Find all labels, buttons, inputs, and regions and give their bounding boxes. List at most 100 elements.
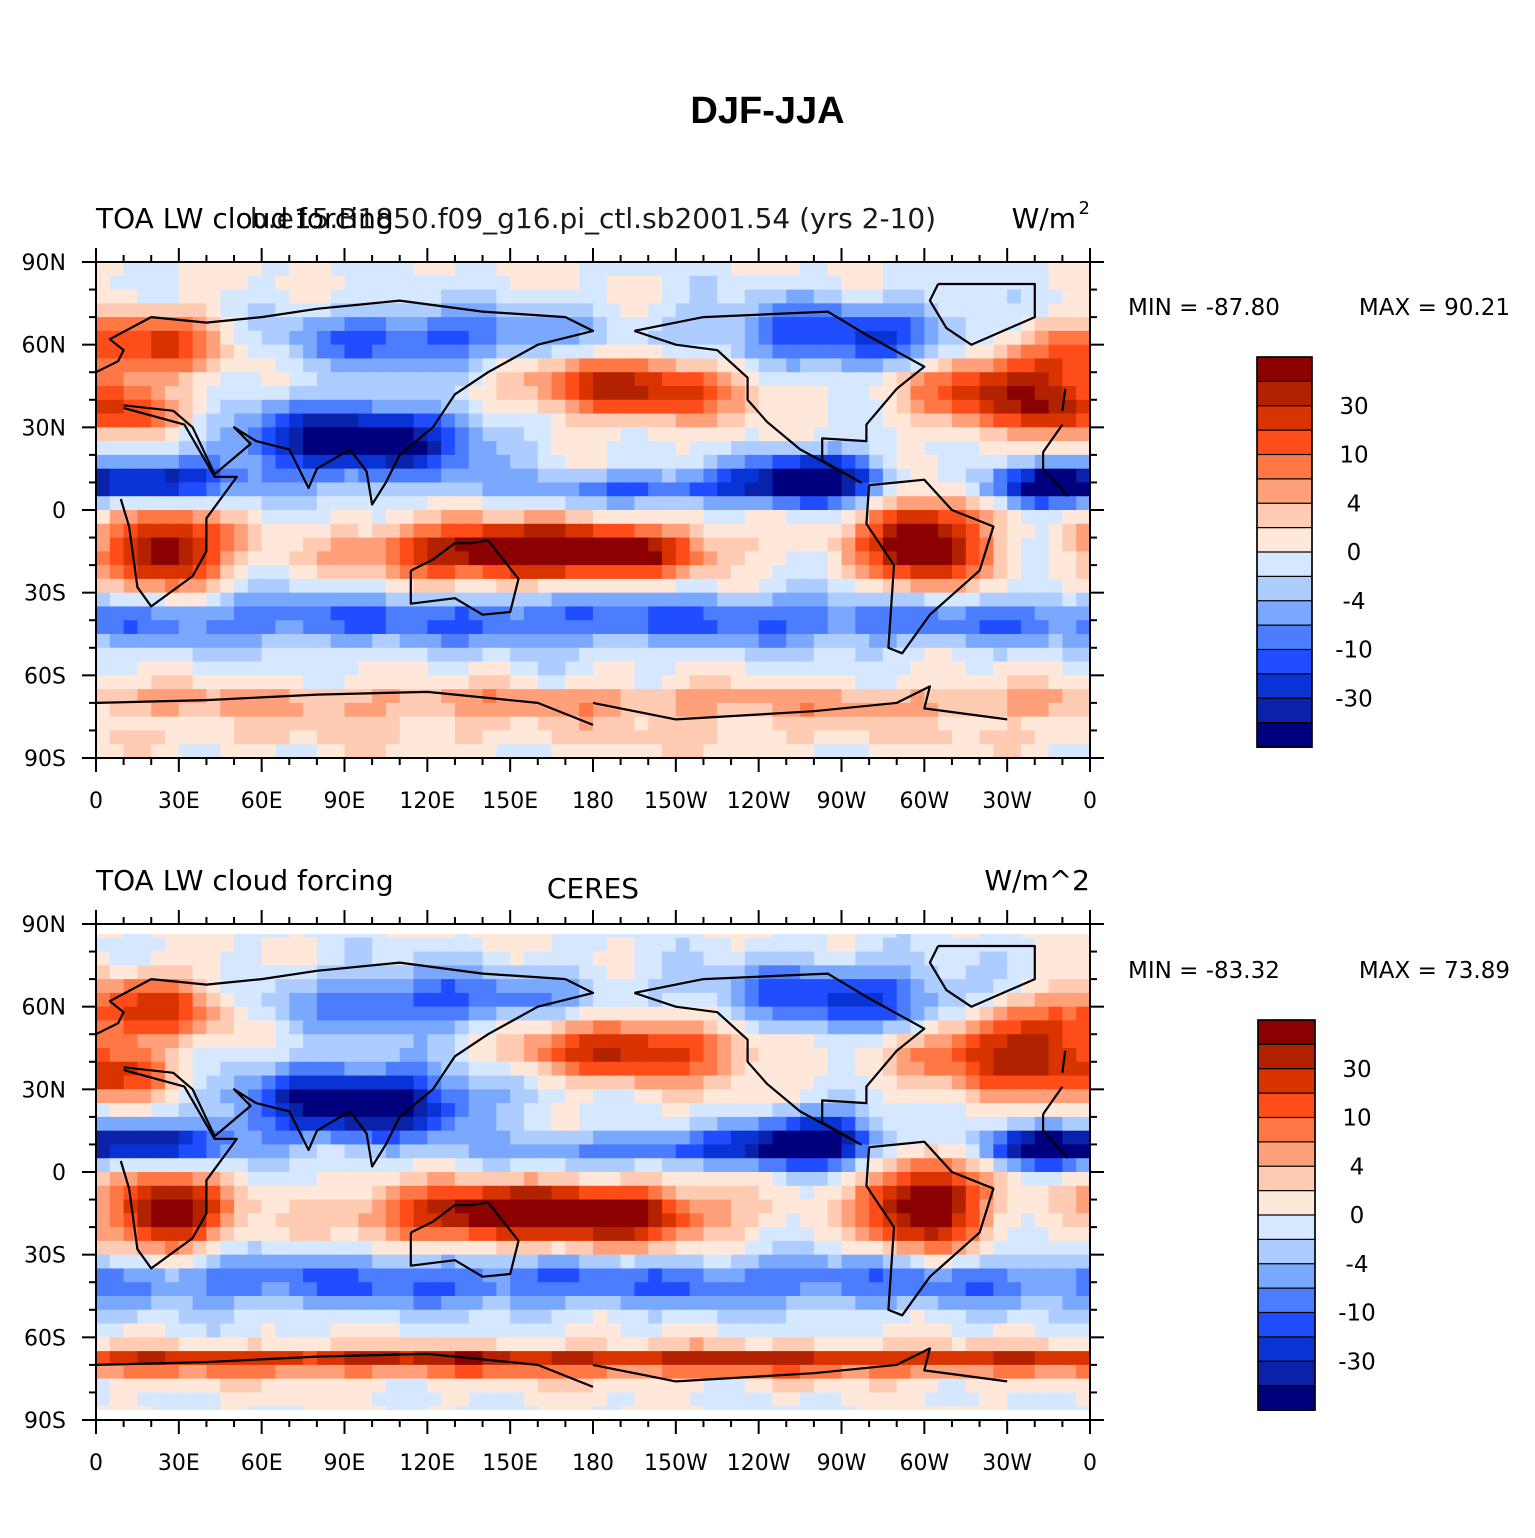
colorbar-frame — [1256, 356, 1313, 748]
coastlines — [95, 282, 1069, 726]
greenland-outline — [928, 282, 1036, 346]
eurasia-outline — [1061, 1050, 1067, 1073]
colorbar-swatch — [1257, 1068, 1316, 1095]
antarctica-outline — [592, 685, 1008, 721]
colorbar-swatch — [1257, 1116, 1316, 1143]
right-title-superscript: 2 — [1079, 198, 1090, 219]
map-field — [96, 262, 1091, 759]
min-label: MIN = -83.32 — [1128, 958, 1280, 984]
colorbar-swatch — [1256, 600, 1313, 627]
colorbar-swatch — [1256, 478, 1313, 505]
colorbar-label: 0 — [1347, 540, 1362, 566]
y-tick-label: 30S — [24, 1244, 66, 1269]
x-tick-label: 120E — [399, 789, 455, 814]
colorbar-swatch — [1256, 453, 1313, 480]
africa-outline — [119, 406, 238, 608]
y-tick-label: 30S — [24, 582, 66, 607]
colorbar-swatch — [1256, 356, 1313, 383]
y-tick-label: 60S — [24, 1326, 66, 1351]
tick-marks — [82, 248, 1104, 772]
colorbar-swatch — [1257, 1385, 1316, 1411]
colorbar-swatch — [1256, 502, 1313, 529]
eurasia-outline — [95, 961, 595, 1168]
x-tick-label: 30E — [158, 789, 200, 814]
north-america-outline — [634, 310, 926, 484]
x-tick-label: 0 — [89, 789, 103, 814]
eurasia-outline — [95, 299, 595, 506]
colorbar-swatch — [1256, 575, 1313, 602]
x-tick-label: 30W — [982, 1451, 1032, 1476]
x-tick-label: 0 — [89, 1451, 103, 1476]
colorbar-swatch — [1256, 624, 1313, 651]
colorbar-swatch — [1257, 1214, 1316, 1241]
center-title: b.e15.B1850.f09_g16.pi_ctl.sb2001.54 (yr… — [250, 202, 936, 235]
north-america-outline — [634, 972, 926, 1146]
colorbar-swatch — [1257, 1360, 1316, 1387]
x-tick-label: 150W — [644, 789, 708, 814]
colorbar: 30 10 4 0 -4 -10 -30 — [1257, 1019, 1376, 1411]
tick-marks — [82, 910, 1104, 1434]
africa-outline — [1042, 1085, 1064, 1115]
x-tick-label: 60E — [241, 1451, 283, 1476]
colorbar-label: -30 — [1335, 686, 1373, 712]
colorbar-label: 10 — [1342, 1106, 1371, 1132]
y-tick-label: 60N — [22, 334, 66, 359]
colorbar: 30 10 4 0 -4 -10 -30 — [1256, 356, 1373, 748]
x-tick-label: 90E — [324, 1451, 366, 1476]
colorbar-label: 30 — [1339, 394, 1368, 420]
x-tick-label: 30W — [982, 789, 1032, 814]
colorbar-label: 4 — [1347, 491, 1362, 517]
south-america-outline — [865, 1140, 995, 1317]
missing-data-north — [96, 924, 1090, 934]
colorbar-swatch — [1256, 673, 1313, 700]
colorbar-swatch — [1256, 405, 1313, 432]
colorbar-label: -10 — [1338, 1301, 1376, 1327]
missing-data-south — [96, 1410, 1090, 1420]
y-tick-label: 30N — [22, 1078, 66, 1103]
colorbar-swatch — [1257, 1238, 1316, 1265]
colorbar-swatch — [1257, 1092, 1316, 1119]
colorbar-label: 10 — [1339, 443, 1368, 469]
colorbar-swatch — [1256, 648, 1313, 675]
x-tick-label: 120W — [727, 789, 791, 814]
colorbar-swatch — [1257, 1336, 1316, 1363]
x-tick-label: 90W — [817, 789, 867, 814]
colorbar-frame — [1257, 1019, 1316, 1411]
max-label: MAX = 90.21 — [1359, 295, 1510, 321]
colorbar-label: -4 — [1343, 589, 1366, 615]
x-tick-label: 120E — [399, 1451, 455, 1476]
y-tick-label: 30N — [22, 416, 66, 441]
y-tick-label: 90N — [22, 251, 66, 276]
right-title: W/m^2 — [984, 864, 1090, 897]
x-tick-label: 60W — [899, 789, 949, 814]
left-title: TOA LW cloud forcing — [95, 864, 394, 897]
australia-outline — [409, 539, 520, 616]
x-tick-label: 0 — [1083, 789, 1097, 814]
center-title: CERES — [547, 872, 639, 905]
colorbar-swatch — [1256, 551, 1313, 578]
model-panel: 90N 60N 30N 0 30S 60S 90S 0 30E 60E 90E 120E 150E 180… — [22, 198, 1510, 814]
colorbar-swatch — [1257, 1263, 1316, 1290]
x-tick-label: 180 — [572, 1451, 614, 1476]
x-tick-label: 120W — [727, 1451, 791, 1476]
x-tick-label: 90E — [324, 789, 366, 814]
y-tick-label: 0 — [52, 1161, 66, 1186]
x-tick-label: 60W — [899, 1451, 949, 1476]
coastlines — [95, 944, 1069, 1388]
colorbar-label: -4 — [1346, 1252, 1369, 1278]
figure-title: DJF-JJA — [690, 90, 845, 132]
x-tick-label: 0 — [1083, 1451, 1097, 1476]
x-tick-label: 150E — [482, 1451, 538, 1476]
colorbar-swatch — [1257, 1019, 1316, 1046]
eurasia-outline — [1061, 388, 1067, 411]
colorbar-swatch — [1257, 1311, 1316, 1338]
colorbar-swatch — [1257, 1141, 1316, 1168]
colorbar-label: 4 — [1350, 1154, 1365, 1180]
colorbar-swatch — [1257, 1190, 1316, 1216]
colorbar-swatch — [1256, 429, 1313, 456]
y-tick-label: 60N — [22, 996, 66, 1021]
x-tick-label: 30E — [158, 1451, 200, 1476]
colorbar-swatch — [1256, 697, 1313, 724]
antarctica-outline — [592, 1347, 1008, 1383]
y-tick-label: 90S — [24, 747, 66, 772]
